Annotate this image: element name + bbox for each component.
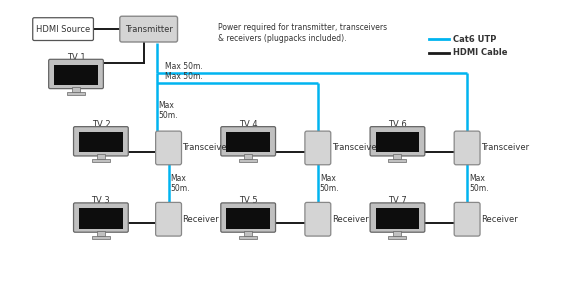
- Bar: [92, 236, 110, 239]
- Text: Max
50m.: Max 50m.: [170, 174, 190, 193]
- Text: Receiver: Receiver: [481, 215, 518, 224]
- FancyBboxPatch shape: [305, 202, 331, 236]
- Text: Transmitter: Transmitter: [125, 25, 173, 34]
- FancyBboxPatch shape: [454, 202, 480, 236]
- Text: HDMI Source: HDMI Source: [36, 25, 90, 34]
- FancyBboxPatch shape: [74, 127, 128, 156]
- FancyBboxPatch shape: [454, 131, 480, 165]
- Bar: [72, 87, 80, 92]
- Bar: [239, 236, 257, 239]
- FancyBboxPatch shape: [221, 203, 275, 232]
- Text: Receiver: Receiver: [182, 215, 219, 224]
- Bar: [393, 231, 401, 236]
- Bar: [92, 159, 110, 162]
- FancyBboxPatch shape: [156, 202, 181, 236]
- FancyBboxPatch shape: [305, 131, 331, 165]
- FancyBboxPatch shape: [74, 203, 128, 232]
- Bar: [389, 236, 406, 239]
- Bar: [226, 208, 270, 229]
- Bar: [376, 208, 420, 229]
- Text: HDMI Cable: HDMI Cable: [453, 48, 508, 57]
- Text: TV 4: TV 4: [239, 120, 258, 129]
- Bar: [389, 159, 406, 162]
- Bar: [97, 231, 105, 236]
- FancyBboxPatch shape: [32, 18, 93, 41]
- Text: Transceiver: Transceiver: [481, 143, 529, 153]
- Bar: [244, 154, 252, 159]
- FancyBboxPatch shape: [120, 16, 177, 42]
- Text: TV 5: TV 5: [239, 197, 258, 205]
- Bar: [239, 159, 257, 162]
- Text: Cat6 UTP: Cat6 UTP: [453, 35, 496, 43]
- Text: TV 1: TV 1: [67, 53, 85, 62]
- Bar: [244, 231, 252, 236]
- Text: Receiver: Receiver: [332, 215, 369, 224]
- Text: TV 3: TV 3: [92, 197, 110, 205]
- Text: Max
50m.: Max 50m.: [469, 174, 488, 193]
- FancyBboxPatch shape: [370, 203, 425, 232]
- Text: TV 6: TV 6: [388, 120, 407, 129]
- Bar: [393, 154, 401, 159]
- FancyBboxPatch shape: [370, 127, 425, 156]
- Bar: [79, 208, 123, 229]
- Bar: [376, 132, 420, 153]
- Bar: [226, 132, 270, 153]
- Text: Max 50m.: Max 50m.: [165, 62, 202, 71]
- Text: Max 50m.: Max 50m.: [165, 72, 202, 81]
- Text: Transceiver: Transceiver: [332, 143, 380, 153]
- Text: Max
50m.: Max 50m.: [158, 101, 178, 120]
- Text: & receivers (plugpacks included).: & receivers (plugpacks included).: [218, 34, 347, 43]
- Text: TV 2: TV 2: [92, 120, 110, 129]
- Text: Transceiver: Transceiver: [182, 143, 231, 153]
- Text: TV 7: TV 7: [388, 197, 407, 205]
- Bar: [97, 154, 105, 159]
- Bar: [79, 132, 123, 153]
- Bar: [67, 92, 85, 95]
- FancyBboxPatch shape: [221, 127, 275, 156]
- FancyBboxPatch shape: [48, 59, 103, 89]
- Text: Power required for transmitter, transceivers: Power required for transmitter, transcei…: [218, 23, 388, 32]
- Text: Max
50m.: Max 50m.: [320, 174, 339, 193]
- FancyBboxPatch shape: [156, 131, 181, 165]
- Bar: [54, 65, 98, 85]
